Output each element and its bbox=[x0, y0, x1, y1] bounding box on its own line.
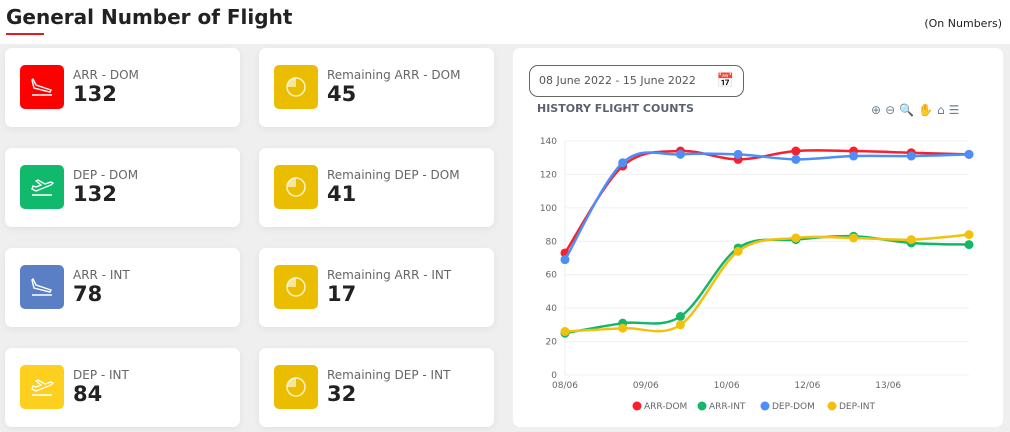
legend-label[interactable]: ARR-DOM bbox=[644, 402, 687, 412]
data-point[interactable] bbox=[675, 312, 685, 321]
stat-card: ARR - INT 78 bbox=[5, 248, 240, 327]
unit-label: (On Numbers) bbox=[924, 17, 1002, 30]
stat-label: Remaining DEP - INT bbox=[327, 368, 451, 382]
data-point[interactable] bbox=[675, 320, 685, 330]
series-line-dep-int bbox=[564, 233, 970, 333]
data-point[interactable] bbox=[791, 146, 801, 156]
chart-toolbar: ⊕ ⊖ 🔍 ✋ ⌂ ☰ bbox=[871, 103, 959, 117]
data-point[interactable] bbox=[906, 151, 916, 161]
home-reset-icon[interactable]: ⌂ bbox=[937, 103, 945, 117]
data-point[interactable] bbox=[733, 246, 743, 256]
pie-icon bbox=[274, 65, 318, 109]
menu-icon[interactable]: ☰ bbox=[948, 103, 960, 117]
pie-icon bbox=[274, 365, 318, 409]
data-point[interactable] bbox=[906, 235, 916, 245]
stat-label: Remaining ARR - INT bbox=[327, 268, 452, 282]
stat-value: 45 bbox=[327, 82, 357, 106]
date-range-text: 08 June 2022 - 15 June 2022 bbox=[539, 74, 696, 87]
series-line-arr-int bbox=[564, 234, 970, 335]
data-point[interactable] bbox=[675, 149, 685, 159]
x-tick-label: 12/06 bbox=[794, 381, 820, 391]
stat-value: 17 bbox=[327, 282, 357, 306]
plane-takeoff-icon bbox=[20, 165, 64, 209]
stat-value: 84 bbox=[73, 382, 103, 406]
x-tick-label: 09/06 bbox=[633, 381, 659, 391]
data-point[interactable] bbox=[791, 233, 801, 243]
data-point[interactable] bbox=[849, 151, 859, 161]
data-point[interactable] bbox=[964, 240, 974, 250]
stat-value: 132 bbox=[73, 82, 117, 106]
legend-label[interactable]: ARR-INT bbox=[709, 402, 746, 412]
stat-card: Remaining DEP - INT 32 bbox=[259, 348, 494, 427]
stat-label: ARR - INT bbox=[73, 268, 130, 282]
chart-title: HISTORY FLIGHT COUNTS bbox=[537, 102, 694, 115]
stat-label: Remaining DEP - DOM bbox=[327, 168, 460, 182]
stat-card: Remaining DEP - DOM 41 bbox=[259, 148, 494, 227]
legend-marker bbox=[760, 401, 770, 411]
stat-value: 41 bbox=[327, 182, 357, 206]
plane-landing-icon bbox=[20, 65, 64, 109]
x-tick-label: 13/06 bbox=[875, 381, 901, 391]
stat-card: DEP - INT 84 bbox=[5, 348, 240, 427]
stat-label: DEP - INT bbox=[73, 368, 129, 382]
data-point[interactable] bbox=[964, 230, 974, 240]
y-tick-label: 20 bbox=[546, 338, 558, 348]
data-point[interactable] bbox=[791, 154, 801, 164]
pie-icon bbox=[274, 165, 318, 209]
legend-marker bbox=[827, 401, 837, 411]
stat-label: DEP - DOM bbox=[73, 168, 139, 182]
stat-card: ARR - DOM 132 bbox=[5, 48, 240, 127]
stat-label: Remaining ARR - DOM bbox=[327, 68, 461, 82]
plane-takeoff-icon bbox=[20, 365, 64, 409]
data-point[interactable] bbox=[733, 149, 743, 159]
zoom-out-icon[interactable]: ⊖ bbox=[885, 103, 896, 117]
date-range-picker[interactable]: 08 June 2022 - 15 June 2022 📅 bbox=[529, 65, 744, 97]
legend-marker bbox=[632, 401, 642, 411]
y-tick-label: 60 bbox=[546, 271, 558, 281]
zoom-in-icon[interactable]: ⊕ bbox=[871, 103, 882, 117]
zoom-select-icon[interactable]: 🔍 bbox=[899, 103, 915, 117]
y-tick-label: 120 bbox=[540, 170, 557, 180]
legend-label[interactable]: DEP-DOM bbox=[772, 402, 815, 412]
legend-label[interactable]: DEP-INT bbox=[839, 402, 875, 412]
stat-card: Remaining ARR - DOM 45 bbox=[259, 48, 494, 127]
calendar-icon[interactable]: 📅 bbox=[716, 73, 734, 89]
stat-card: Remaining ARR - INT 17 bbox=[259, 248, 494, 327]
data-point[interactable] bbox=[849, 233, 859, 243]
data-point[interactable] bbox=[560, 327, 570, 337]
y-tick-label: 40 bbox=[546, 304, 558, 314]
x-tick-label: 10/06 bbox=[714, 381, 740, 391]
pan-hand-icon[interactable]: ✋ bbox=[918, 103, 934, 117]
pie-icon bbox=[274, 265, 318, 309]
title-underline bbox=[6, 33, 44, 35]
stat-label: ARR - DOM bbox=[73, 68, 139, 82]
data-point[interactable] bbox=[618, 323, 628, 333]
y-tick-label: 100 bbox=[540, 204, 557, 214]
chart-panel: 08 June 2022 - 15 June 2022 📅 HISTORY FLI… bbox=[513, 48, 1003, 427]
header-bar bbox=[0, 0, 1010, 44]
stat-value: 132 bbox=[73, 182, 117, 206]
stat-value: 32 bbox=[327, 382, 357, 406]
data-point[interactable] bbox=[618, 158, 628, 168]
y-tick-label: 140 bbox=[540, 137, 557, 147]
legend-marker bbox=[697, 401, 707, 411]
data-point[interactable] bbox=[964, 149, 974, 159]
stat-value: 78 bbox=[73, 282, 103, 306]
y-tick-label: 80 bbox=[546, 237, 558, 247]
page-title: General Number of Flight bbox=[6, 5, 293, 29]
x-tick-label: 08/06 bbox=[552, 381, 578, 391]
plane-landing-icon bbox=[20, 265, 64, 309]
y-tick-label: 0 bbox=[551, 371, 557, 381]
data-point[interactable] bbox=[560, 255, 570, 265]
stat-card: DEP - DOM 132 bbox=[5, 148, 240, 227]
